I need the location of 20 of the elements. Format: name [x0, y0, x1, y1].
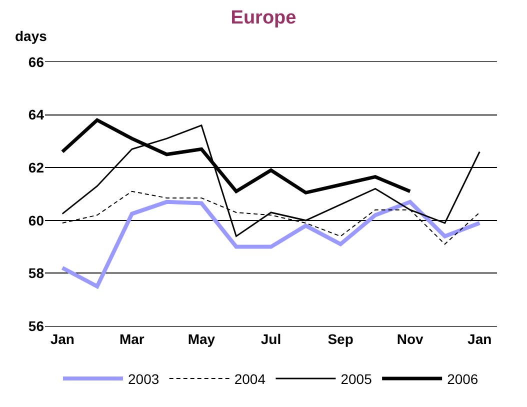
y-axis-title: days [15, 28, 48, 44]
y-tick-label: 62 [28, 160, 44, 176]
x-tick-label: Jan [468, 330, 492, 347]
y-tick-label: 66 [28, 54, 44, 70]
x-tick-label: Sep [328, 330, 354, 347]
y-tick-label: 58 [28, 265, 44, 282]
y-tick-label: 60 [28, 212, 44, 228]
legend-label: 2003 [128, 371, 160, 388]
x-tick-label: Jan [50, 330, 74, 347]
legend-label: 2004 [234, 371, 266, 388]
y-tick-label: 56 [28, 318, 44, 334]
legend-label: 2006 [447, 371, 478, 388]
legend-label: 2005 [340, 371, 372, 388]
line-series [60, 200, 482, 288]
x-tick-label: Nov [396, 330, 424, 347]
x-tick-label: May [188, 330, 216, 347]
x-tick-label: Jul [260, 330, 282, 347]
chart-title: Europe [230, 7, 296, 28]
x-tick-label: Mar [119, 330, 145, 347]
y-tick-label: 64 [28, 106, 44, 123]
